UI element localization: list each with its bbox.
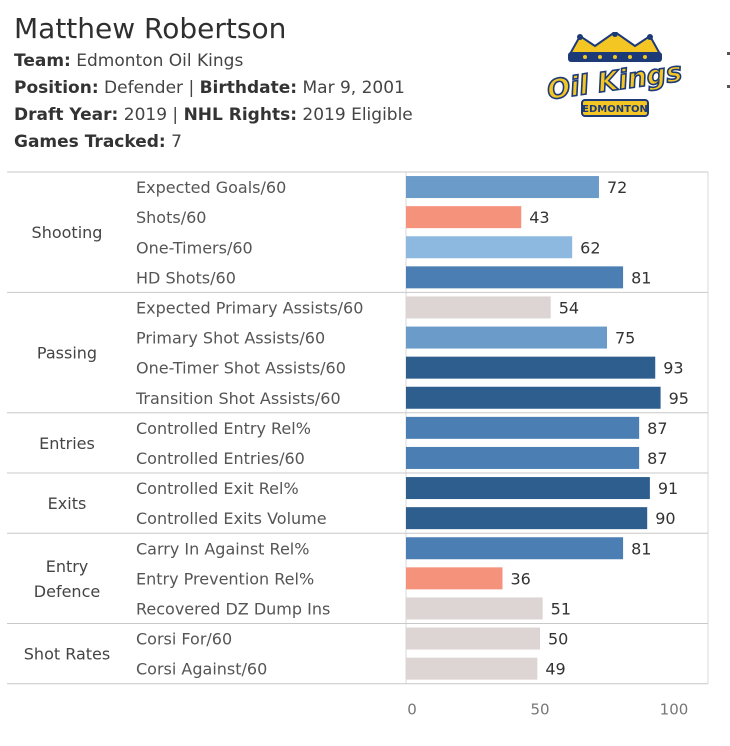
metric-label: Carry In Against Rel% — [136, 539, 309, 558]
team-line: Team: Edmonton Oil Kings — [14, 51, 243, 71]
games-label: Games Tracked: — [14, 132, 166, 152]
value-label: 54 — [559, 298, 579, 317]
metric-bar — [406, 537, 624, 560]
games-value: 7 — [171, 132, 182, 152]
value-label: 81 — [631, 268, 651, 287]
metric-label: One-Timers/60 — [136, 238, 253, 257]
metric-label: Corsi Against/60 — [136, 660, 267, 679]
metric-label: HD Shots/60 — [136, 268, 236, 287]
metric-label: Controlled Entry Rel% — [136, 419, 311, 438]
metric-bar — [406, 176, 599, 199]
value-label: 49 — [545, 660, 565, 679]
birthdate-value: Mar 9, 2001 — [302, 78, 405, 98]
birthdate-label: Birthdate: — [199, 78, 298, 98]
value-label: 81 — [631, 539, 651, 558]
team-value: Edmonton Oil Kings — [76, 51, 244, 71]
nhl-rights-value: 2019 Eligible — [302, 105, 413, 125]
group-label: Entry Defence — [34, 557, 100, 601]
value-label: 51 — [551, 599, 571, 618]
draft-line: Draft Year: 2019 | NHL Rights: 2019 Elig… — [14, 105, 413, 125]
metric-bar — [406, 236, 573, 259]
chart-grid — [7, 171, 709, 685]
team-label: Team: — [14, 51, 71, 71]
player-header: Matthew Robertson Team: Edmonton Oil Kin… — [0, 0, 730, 168]
value-label: 90 — [655, 509, 675, 528]
separator: | — [188, 78, 195, 98]
category-groups: Shooting Passing Entries Exits Entry Defence S… — [24, 223, 110, 663]
value-label: 95 — [669, 389, 689, 408]
metric-label: Expected Primary Assists/60 — [136, 298, 363, 317]
value-label: 93 — [663, 359, 683, 378]
oil-kings-logo: Oil Kings EDMONTON — [545, 32, 685, 117]
metric-label: Controlled Entries/60 — [136, 449, 305, 468]
games-line: Games Tracked: 7 — [14, 132, 182, 152]
player-name: Matthew Robertson — [14, 12, 287, 45]
value-label: 75 — [615, 329, 635, 348]
metric-label: Controlled Exits Volume — [136, 509, 327, 528]
group-label: Shooting — [32, 223, 103, 242]
metric-label: Shots/60 — [136, 208, 206, 227]
x-tick-label: 0 — [407, 701, 417, 719]
metric-bar — [406, 356, 656, 379]
metric-bar — [406, 416, 640, 439]
value-label: 72 — [607, 178, 627, 197]
x-tick-label: 50 — [530, 701, 549, 719]
draft-year-value: 2019 — [123, 105, 168, 125]
metric-label: Entry Prevention Rel% — [136, 569, 314, 588]
adjacent-panel-edge — [727, 22, 730, 142]
metric-label: Primary Shot Assists/60 — [136, 329, 325, 348]
metric-bar — [406, 266, 624, 289]
x-tick-label: 100 — [660, 701, 689, 719]
position-value: Defender — [104, 78, 184, 98]
metric-bar — [406, 597, 543, 620]
metric-label: Recovered DZ Dump Ins — [136, 599, 330, 618]
metric-label: Controlled Exit Rel% — [136, 479, 299, 498]
value-label: 50 — [548, 630, 568, 649]
position-line: Position: Defender | Birthdate: Mar 9, 2… — [14, 78, 405, 98]
metric-bar — [406, 446, 640, 469]
metrics-bar-chart: Shooting Passing Entries Exits Entry Defence S… — [7, 171, 709, 719]
metric-label: Transition Shot Assists/60 — [135, 389, 341, 408]
metric-label: Expected Goals/60 — [136, 178, 286, 197]
metric-bar — [406, 627, 540, 650]
value-label: 87 — [647, 419, 667, 438]
value-label: 91 — [658, 479, 678, 498]
value-label: 43 — [529, 208, 549, 227]
metric-bar — [406, 386, 661, 409]
value-label: 87 — [647, 449, 667, 468]
value-label: 62 — [580, 238, 600, 257]
logo-wordmark: Oil Kings — [545, 57, 684, 107]
metric-bar — [406, 326, 607, 349]
metric-bar — [406, 657, 538, 680]
metric-label: One-Timer Shot Assists/60 — [136, 359, 346, 378]
metric-label: Corsi For/60 — [136, 630, 232, 649]
group-label: Entries — [39, 434, 95, 453]
group-label: Passing — [37, 344, 97, 363]
x-axis: 0 50 100 — [407, 701, 688, 719]
metric-bar — [406, 567, 503, 590]
metric-bar — [406, 296, 551, 319]
value-label: 36 — [510, 569, 530, 588]
group-label: Exits — [48, 494, 87, 513]
logo-city: EDMONTON — [582, 104, 648, 115]
nhl-rights-label: NHL Rights: — [183, 105, 298, 125]
draft-year-label: Draft Year: — [14, 105, 119, 125]
metric-bar — [406, 477, 650, 500]
metric-rows: Expected Goals/60 72 Shots/60 43 One-Timers/… — [135, 176, 689, 680]
metric-bar — [406, 206, 522, 229]
separator: | — [172, 105, 179, 125]
group-label: Shot Rates — [24, 645, 110, 664]
position-label: Position: — [14, 78, 99, 98]
metric-bar — [406, 507, 648, 530]
